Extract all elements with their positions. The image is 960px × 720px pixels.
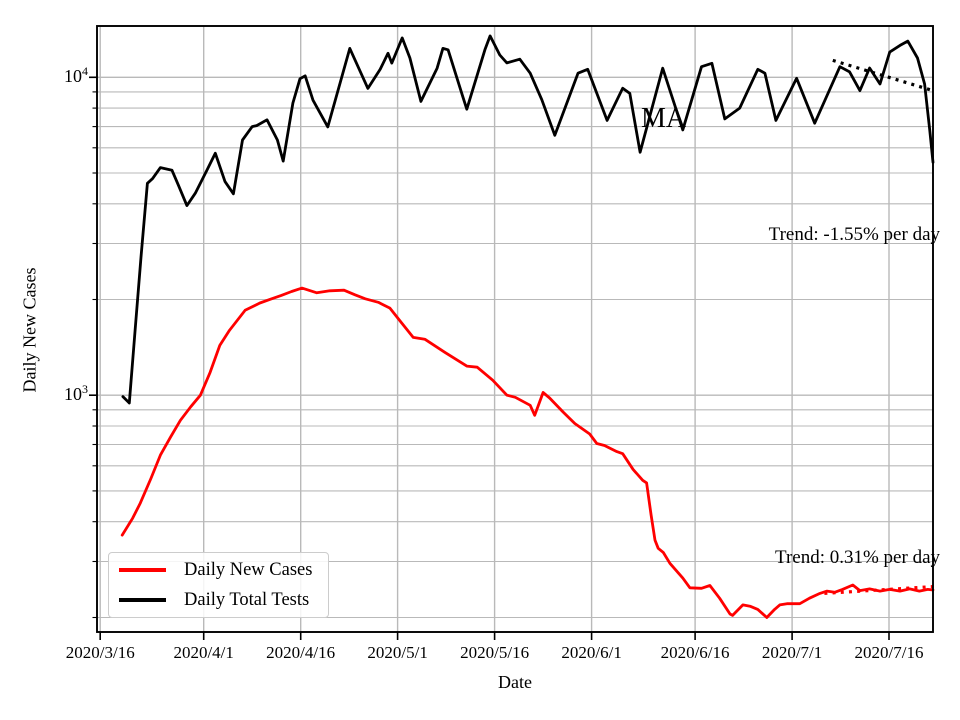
x-tick-label: 2020/7/1	[761, 643, 823, 662]
x-tick-label: 2020/7/16	[854, 643, 924, 662]
y-tick-label-1e4: 104	[64, 64, 88, 86]
y-tick-label-1e3: 103	[64, 382, 88, 404]
x-tick-label: 2020/6/1	[561, 643, 622, 662]
y-axis-label: Daily New Cases	[19, 267, 40, 393]
state-annotation: MA	[641, 103, 687, 134]
x-tick-label: 2020/3/16	[65, 643, 135, 662]
legend-item-daily-new-cases: Daily New Cases	[109, 557, 328, 583]
legend: Daily New Cases Daily Total Tests	[108, 552, 329, 618]
x-tick-label: 2020/5/1	[367, 643, 428, 662]
x-tick-label: 2020/4/1	[173, 643, 234, 662]
legend-line-sample-tests	[119, 598, 166, 602]
legend-line-sample-cases	[119, 568, 166, 572]
tests-trend-annotation: Trend: -1.55% per day	[768, 224, 940, 245]
x-tick-label: 2020/4/16	[266, 643, 336, 662]
cases-trend-annotation: Trend: 0.31% per day	[775, 547, 940, 568]
legend-label-cases: Daily New Cases	[184, 559, 313, 580]
legend-label-tests: Daily Total Tests	[184, 589, 310, 610]
x-tick-label: 2020/5/16	[460, 643, 530, 662]
x-axis-label: Date	[498, 672, 532, 692]
x-tick-label: 2020/6/16	[660, 643, 730, 662]
legend-item-daily-total-tests: Daily Total Tests	[109, 587, 328, 613]
